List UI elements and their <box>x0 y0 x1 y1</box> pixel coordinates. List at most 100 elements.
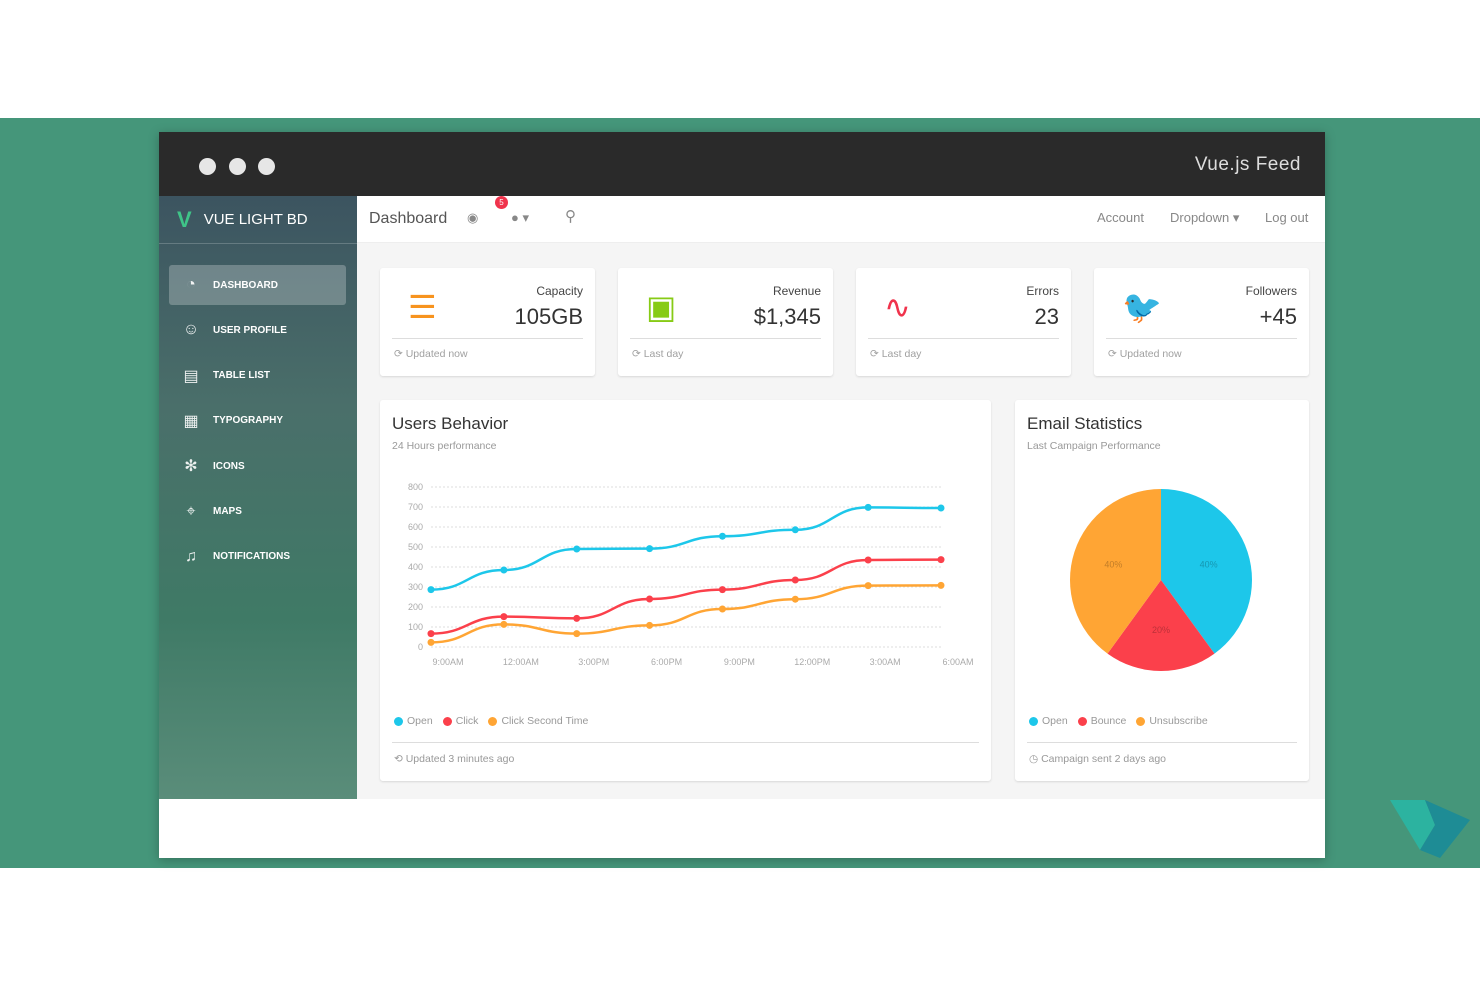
card-title: Email Statistics <box>1027 414 1143 433</box>
chart-legend: Open Click Click Second Time <box>394 715 588 727</box>
stat-card-revenue: ▣ Revenue $1,345 ⟳ Last day <box>618 268 833 376</box>
data-point[interactable] <box>864 556 872 564</box>
stat-value: $1,345 <box>753 304 821 329</box>
card-title: Users Behavior <box>392 414 509 433</box>
x-tick-label: 9:00AM <box>432 657 463 667</box>
main-content: ☰ Capacity 105GB ⟳ Updated now ▣ Revenue … <box>357 243 1325 799</box>
sidebar-item-user-profile[interactable]: ☺ USER PROFILE <box>169 310 346 350</box>
data-point[interactable] <box>500 613 508 621</box>
y-tick-label: 100 <box>408 622 423 632</box>
data-point[interactable] <box>791 576 799 584</box>
data-point[interactable] <box>573 545 581 553</box>
brand[interactable]: V VUE LIGHT BD <box>159 196 357 244</box>
data-point[interactable] <box>500 620 508 628</box>
slice-label: 20% <box>1152 625 1170 635</box>
data-point[interactable] <box>573 614 581 622</box>
data-point[interactable] <box>427 638 435 646</box>
account-link[interactable]: Account <box>1097 210 1144 225</box>
card-subtitle: Last Campaign Performance <box>1027 440 1161 452</box>
footer-text: Updated now <box>1119 348 1182 360</box>
divider <box>1106 338 1297 339</box>
slice-label: 40% <box>1104 560 1122 570</box>
stat-footer: ⟳ Last day <box>870 348 922 360</box>
data-point[interactable] <box>646 595 654 603</box>
legend-label: Open <box>1042 715 1068 727</box>
user-icon: ☺ <box>182 321 200 339</box>
vue-logo-icon: V <box>177 206 192 232</box>
data-point[interactable] <box>718 605 726 613</box>
data-point[interactable] <box>791 595 799 603</box>
wallet-icon: ▣ <box>646 289 677 325</box>
legend-label: Unsubscribe <box>1149 715 1208 727</box>
data-point[interactable] <box>937 581 945 589</box>
data-point[interactable] <box>646 545 654 553</box>
divider <box>1027 742 1297 743</box>
x-tick-label: 12:00AM <box>503 657 539 667</box>
y-tick-label: 600 <box>408 522 423 532</box>
data-point[interactable] <box>427 630 435 638</box>
dropdown-menu[interactable]: Dropdown ▾ <box>1170 210 1240 225</box>
window-dot-icon[interactable] <box>229 158 246 175</box>
sidebar-item-typography[interactable]: ▦ TYPOGRAPHY <box>169 401 346 441</box>
twitter-icon: 🐦 <box>1122 289 1162 325</box>
data-point[interactable] <box>427 586 435 594</box>
sidebar-item-label: DASHBOARD <box>213 279 278 291</box>
x-tick-label: 3:00PM <box>578 657 609 667</box>
window-dot-icon[interactable] <box>258 158 275 175</box>
globe-dropdown[interactable]: ● ▾ <box>511 210 529 225</box>
chart-legend: Open Bounce Unsubscribe <box>1029 715 1208 727</box>
pie-slice-open[interactable] <box>1161 489 1252 654</box>
data-point[interactable] <box>718 586 726 594</box>
sidebar-item-label: TYPOGRAPHY <box>213 415 284 427</box>
y-tick-label: 800 <box>408 482 423 492</box>
map-pin-icon: ⌖ <box>186 502 196 520</box>
series-line-click-second-time <box>430 584 942 644</box>
legend-label: Open <box>407 715 433 727</box>
data-point[interactable] <box>646 621 654 629</box>
legend-label: Bounce <box>1090 715 1127 727</box>
sidebar-item-notifications[interactable]: ♫ NOTIFICATIONS <box>169 537 346 577</box>
data-point[interactable] <box>791 526 799 534</box>
stat-label: Revenue <box>772 284 821 298</box>
notification-badge: 5 <box>495 196 508 209</box>
data-point[interactable] <box>937 504 945 512</box>
clipboard-icon: ▤ <box>183 367 199 385</box>
stat-value: 105GB <box>514 304 584 329</box>
browser-window: Vue.js Feed V VUE LIGHT BD ◔ DASHBOARD ☺ USE… <box>159 132 1325 858</box>
data-point[interactable] <box>937 556 945 564</box>
stat-footer: ⟳ Last day <box>632 348 684 360</box>
pie-slice-bounce[interactable] <box>1107 580 1215 671</box>
stat-value: 23 <box>1034 304 1059 329</box>
sidebar-item-label: USER PROFILE <box>213 324 287 336</box>
stat-card-capacity: ☰ Capacity 105GB ⟳ Updated now <box>380 268 595 376</box>
footer-text: Last day <box>881 348 922 360</box>
stat-footer: ⟳ Updated now <box>1108 348 1182 360</box>
sidebar-item-label: TABLE LIST <box>213 370 271 382</box>
graph-icon: ∿ <box>884 289 911 325</box>
pie-slice-unsubscribe[interactable] <box>1070 489 1161 654</box>
legend-swatch <box>1136 716 1146 726</box>
search-icon[interactable]: ⚲ <box>565 208 576 225</box>
pie-chart-icon: ◔ <box>186 276 196 293</box>
x-tick-label: 3:00AM <box>870 657 901 667</box>
window-dot-icon[interactable] <box>199 158 216 175</box>
sidebar-item-maps[interactable]: ⌖ MAPS <box>169 492 346 532</box>
footer-text: Updated 3 minutes ago <box>405 753 515 765</box>
y-tick-label: 400 <box>408 562 423 572</box>
page-title[interactable]: Dashboard <box>369 210 448 227</box>
sidebar-item-label: MAPS <box>213 506 242 517</box>
sidebar-item-icons[interactable]: ✻ ICONS <box>169 446 346 486</box>
dashboard-icon[interactable]: ◉ <box>467 210 479 225</box>
data-point[interactable] <box>864 582 872 590</box>
stat-label: Errors <box>1026 284 1059 298</box>
sidebar-item-dashboard[interactable]: ◔ DASHBOARD <box>169 265 346 305</box>
data-point[interactable] <box>500 566 508 574</box>
sidebar-item-table-list[interactable]: ▤ TABLE LIST <box>169 356 346 396</box>
slice-label: 40% <box>1200 560 1218 570</box>
data-point[interactable] <box>573 630 581 638</box>
dropdown-label: Dropdown <box>1170 210 1230 225</box>
email-statistics-card: Email Statistics Last Campaign Performan… <box>1015 400 1309 781</box>
logout-link[interactable]: Log out <box>1265 210 1309 225</box>
data-point[interactable] <box>864 503 872 511</box>
data-point[interactable] <box>718 532 726 540</box>
